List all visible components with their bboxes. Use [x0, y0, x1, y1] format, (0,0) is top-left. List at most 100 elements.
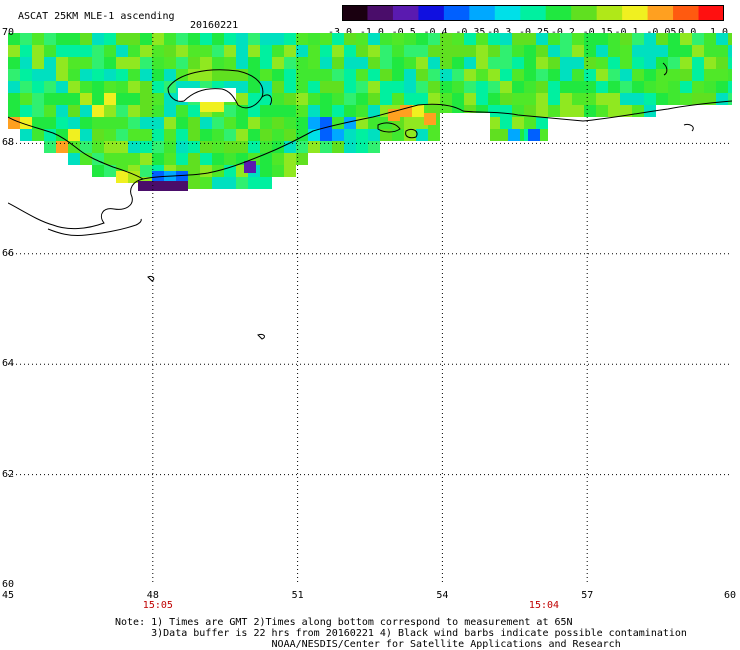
swath-cell	[500, 105, 512, 117]
swath-cell	[128, 81, 140, 93]
swath-cell	[500, 33, 512, 45]
swath-cell	[620, 69, 632, 81]
swath-cell	[224, 177, 236, 189]
swath-cell	[80, 105, 92, 117]
colorbar-label: 1.0	[710, 27, 729, 38]
swath-cell	[284, 129, 296, 141]
swath-cell	[212, 33, 224, 45]
swath-cell	[176, 45, 188, 57]
swath-cell	[92, 33, 104, 45]
swath-cell	[140, 33, 152, 45]
colorbar-label: -0.35	[455, 27, 486, 38]
swath-cell	[404, 69, 416, 81]
swath-cell	[164, 33, 176, 45]
swath-cell	[692, 93, 704, 105]
swath-cell	[416, 45, 428, 57]
coastline-path	[405, 128, 418, 139]
colorbar-label: -1.0	[359, 27, 384, 38]
swath-cell	[44, 81, 56, 93]
swath-cell	[644, 81, 656, 93]
swath-cell	[56, 117, 68, 129]
swath-cell	[452, 69, 464, 81]
swath-cell	[608, 105, 620, 117]
swath-cell	[152, 153, 164, 165]
swath-cell	[512, 69, 524, 81]
swath-cell	[200, 153, 212, 165]
swath-cell	[140, 105, 152, 117]
colorbar-label: 0.0	[678, 27, 697, 38]
swath-cell	[236, 45, 248, 57]
swath-cell	[428, 69, 440, 81]
swath-cell	[152, 69, 164, 81]
colorbar-segment	[494, 5, 521, 21]
swath-cell	[236, 57, 248, 69]
swath-cell	[104, 129, 116, 141]
swath-cell	[68, 81, 80, 93]
swath-cell	[380, 33, 392, 45]
swath-cell	[32, 117, 44, 129]
swath-cell	[596, 105, 608, 117]
swath-cell	[296, 69, 308, 81]
swath-cell	[272, 69, 284, 81]
swath-cell	[428, 129, 440, 141]
swath-cell	[680, 81, 692, 93]
colorbar-label: -0.4	[423, 27, 448, 38]
swath-cell	[692, 81, 704, 93]
swath-cell	[272, 81, 284, 93]
swath-cell	[548, 69, 560, 81]
swath-cell	[188, 57, 200, 69]
grid-lines	[8, 33, 732, 585]
swath-cell	[164, 69, 176, 81]
swath-cell	[188, 45, 200, 57]
swath-cell	[260, 141, 272, 153]
colorbar	[342, 5, 724, 21]
swath-cell	[116, 105, 128, 117]
swath-cell	[68, 57, 80, 69]
swath-cell	[308, 105, 320, 117]
swath-cell	[200, 57, 212, 69]
swath-cell	[356, 33, 368, 45]
swath-cell	[200, 141, 212, 153]
map-date: 20160221	[190, 20, 239, 31]
colorbar-segment	[622, 5, 649, 21]
swath-cell	[584, 105, 596, 117]
swath-cell	[8, 117, 20, 129]
swath-cell	[296, 105, 308, 117]
swath-cell	[452, 45, 464, 57]
swath-cell	[632, 45, 644, 57]
swath-cell	[608, 69, 620, 81]
swath-cell	[308, 117, 320, 129]
swath-cell	[152, 81, 164, 93]
swath-cell	[56, 57, 68, 69]
swath-cell	[68, 33, 80, 45]
swath-cell	[212, 129, 224, 141]
swath-cell	[344, 93, 356, 105]
swath-cell	[488, 117, 500, 129]
swath-cell	[152, 105, 164, 117]
swath-cell	[284, 165, 296, 177]
swath-cell	[356, 57, 368, 69]
colorbar-label: -0.3	[487, 27, 512, 38]
swath-cell	[716, 93, 728, 105]
swath-cell	[20, 129, 32, 141]
swath-cell	[668, 81, 680, 93]
swath-cell	[116, 69, 128, 81]
swath-cell	[188, 177, 200, 189]
swath-cell	[152, 57, 164, 69]
swath-cell	[128, 33, 140, 45]
swath-cell	[596, 33, 608, 45]
swath-cell	[452, 93, 464, 105]
swath-cell	[344, 117, 356, 129]
swath-cell	[476, 81, 488, 93]
swath-cell	[188, 69, 200, 81]
swath-cell	[116, 153, 128, 165]
swath-cell	[272, 33, 284, 45]
swath-cell	[284, 117, 296, 129]
swath-cell	[32, 81, 44, 93]
swath-cell	[176, 171, 188, 183]
swath-cell	[548, 105, 560, 117]
swath-cell	[320, 69, 332, 81]
swath-cell	[344, 57, 356, 69]
swath-cell	[620, 45, 632, 57]
swath-cell	[56, 33, 68, 45]
